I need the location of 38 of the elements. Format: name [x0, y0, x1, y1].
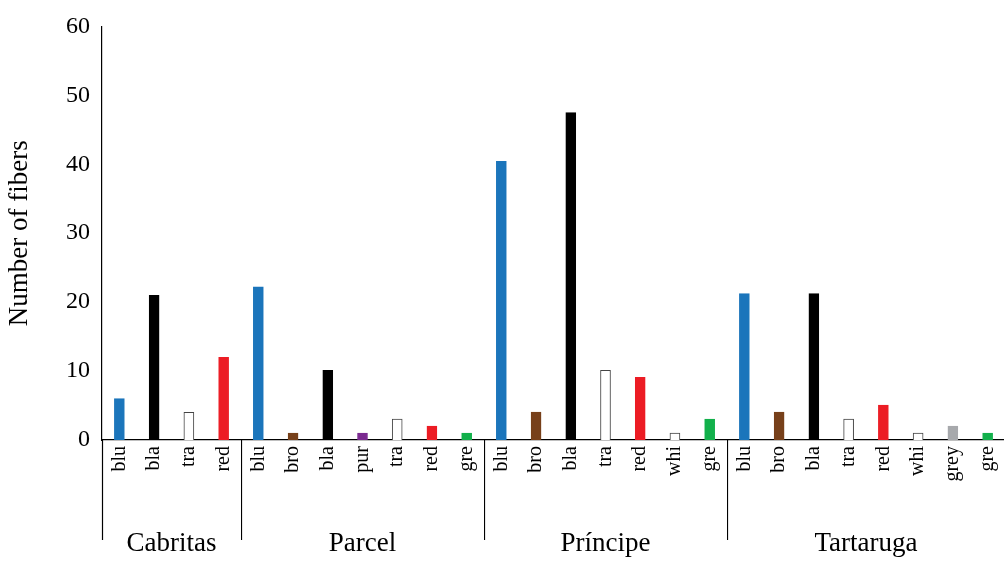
x-tick-label: red [210, 446, 233, 472]
x-tick-label: tra [384, 445, 407, 468]
x-tick-label: whi [905, 445, 928, 476]
x-tick-label: blu [731, 446, 754, 472]
x-tick-label: bla [315, 445, 338, 471]
y-tick-label: 10 [66, 356, 90, 383]
x-tick-label: blu [488, 446, 511, 472]
x-tick-label: bla [141, 445, 164, 471]
x-tick-label: bla [801, 445, 824, 471]
x-tick-label: whi [662, 445, 685, 476]
x-tick-label: grey [940, 446, 964, 482]
y-tick-label: 0 [78, 425, 90, 452]
x-tick-label: tra [592, 445, 615, 468]
y-tick-label: 60 [66, 11, 90, 38]
x-tick-label: tra [835, 445, 858, 468]
y-tick-label: 20 [66, 287, 90, 314]
y-tick-label: 50 [66, 80, 90, 107]
y-tick-label: 30 [66, 218, 90, 245]
x-tick-label: red [870, 446, 893, 472]
x-tick-label: blu [245, 446, 268, 472]
x-axis-title: Príncipe [560, 526, 651, 557]
x-tick-label: tra [176, 445, 199, 468]
x-tick-label: gre [453, 445, 477, 472]
x-tick-label: gre [974, 445, 998, 472]
x-tick-label: bro [766, 446, 789, 473]
y-tick-label: 40 [66, 149, 90, 176]
x-tick-label: gre [696, 445, 720, 472]
y-axis-title: Number of fibers [3, 140, 34, 327]
x-tick-label: pur [349, 445, 373, 473]
x-tick-label: bro [523, 446, 546, 473]
x-tick-label: red [627, 446, 650, 472]
x-axis-title: Cabritas [126, 526, 217, 557]
x-tick-label: bla [558, 445, 581, 471]
x-axis-title: Parcel [328, 526, 397, 557]
x-tick-label: red [419, 446, 442, 472]
x-tick-label: bro [280, 446, 303, 473]
x-axis-title: Tartaruga [814, 526, 918, 557]
x-tick-label: blu [106, 446, 129, 472]
